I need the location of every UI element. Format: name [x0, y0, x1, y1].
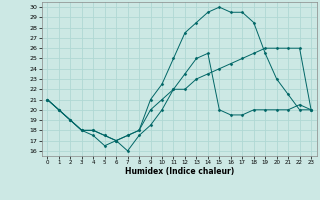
X-axis label: Humidex (Indice chaleur): Humidex (Indice chaleur) — [124, 167, 234, 176]
